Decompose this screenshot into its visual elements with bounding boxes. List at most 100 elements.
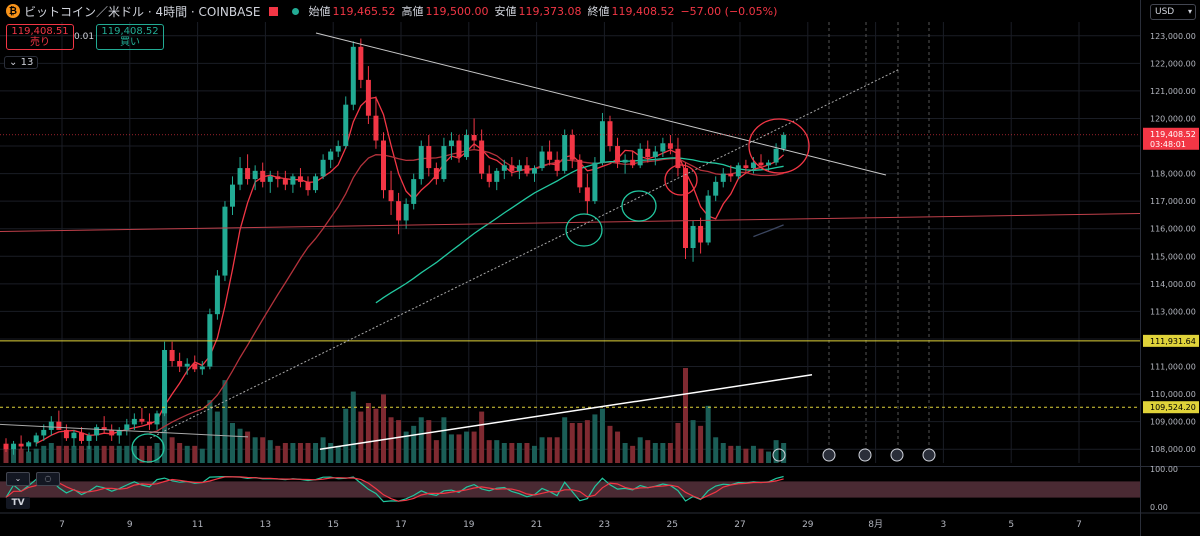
- volume-bar: [101, 445, 107, 463]
- volume-bar: [358, 411, 364, 463]
- current-price-label: 119,408.52: [1150, 130, 1196, 139]
- highlight-circle: [664, 164, 698, 196]
- candle-body: [554, 159, 560, 171]
- volume-bar: [615, 431, 621, 463]
- candle-body: [433, 168, 439, 180]
- time-tick-label: 21: [531, 520, 542, 530]
- chevron-down-icon: ▾: [1187, 7, 1192, 16]
- tradingview-logo-icon: TV: [6, 497, 30, 509]
- volume-bar: [584, 420, 590, 463]
- candle-body: [162, 349, 168, 414]
- close-value: 119,408.52: [611, 4, 675, 18]
- level-low-label: 109,524.20: [1150, 403, 1196, 412]
- highlight-circle: [621, 190, 657, 222]
- price-axis[interactable]: 123,000.00 122,000.00 121,000.00 120,000.00…: [1140, 0, 1200, 536]
- price-tick-label: 120,000.00: [1150, 114, 1196, 123]
- volume-bar: [577, 423, 583, 463]
- volume-bar: [388, 417, 394, 463]
- volume-bar: [667, 443, 673, 463]
- volume-bar: [343, 408, 349, 463]
- candle-body: [320, 159, 326, 177]
- volume-bar: [396, 420, 402, 463]
- economic-event-icon[interactable]: [922, 448, 936, 462]
- volume-bar: [728, 445, 734, 463]
- candle-body: [290, 176, 296, 185]
- time-tick-label: 8月: [868, 519, 883, 530]
- time-tick-label: 17: [395, 520, 406, 530]
- volume-bar: [139, 445, 145, 463]
- candle-body: [426, 146, 432, 169]
- buy-button[interactable]: 119,408.52 買い: [96, 24, 164, 50]
- candle-body: [184, 363, 190, 367]
- candle-body: [26, 442, 32, 447]
- indicators-toggle[interactable]: ⌄ 13: [4, 56, 39, 69]
- change-value: −57.00 (−0.05%): [680, 4, 778, 18]
- candle-body: [577, 159, 583, 188]
- collapse-pane-icon[interactable]: ⌄: [6, 472, 30, 486]
- candle-body: [71, 432, 77, 439]
- candle-body: [464, 135, 470, 158]
- candle-body: [720, 173, 726, 182]
- candle-body: [388, 190, 394, 202]
- high-label: 高値: [401, 5, 424, 18]
- sell-button[interactable]: 119,408.51 売り: [6, 24, 74, 50]
- candle-body: [547, 151, 553, 160]
- volume-bar: [735, 445, 741, 463]
- candle-body: [599, 121, 605, 163]
- price-tick-label: 114,000.00: [1150, 280, 1196, 289]
- candle-body: [584, 187, 590, 202]
- volume-bar: [448, 434, 454, 463]
- economic-event-icon[interactable]: [890, 448, 904, 462]
- volume-bar: [230, 423, 235, 463]
- volume-bar: [675, 423, 681, 463]
- sell-label: 売り: [30, 37, 50, 48]
- volume-bar: [94, 445, 100, 463]
- settings-icon[interactable]: ◌: [36, 472, 60, 486]
- candle-body: [230, 184, 235, 207]
- candle-body: [396, 201, 402, 221]
- candle-body: [101, 427, 107, 430]
- candle-body: [305, 181, 311, 191]
- osc-top-label: 100.00: [1150, 465, 1178, 474]
- market-status-icon: [291, 7, 299, 15]
- grid: [0, 22, 1140, 463]
- economic-event-icon[interactable]: [822, 448, 836, 462]
- highlight-circle: [131, 433, 165, 463]
- volume-bar: [698, 425, 704, 463]
- time-tick-label: 13: [260, 520, 271, 530]
- candle-body: [86, 435, 92, 441]
- candle-body: [448, 140, 454, 147]
- currency-select[interactable]: USD ▾: [1150, 4, 1196, 20]
- candle-body: [494, 170, 500, 182]
- volume-bar: [532, 445, 537, 463]
- volume-bar: [645, 440, 651, 463]
- volume-bar: [403, 431, 409, 463]
- flag-icon[interactable]: [268, 6, 278, 16]
- volume-bar: [652, 443, 658, 463]
- volume-bar: [411, 425, 417, 463]
- candle-body: [33, 435, 39, 443]
- economic-event-icon[interactable]: [858, 448, 872, 462]
- volume-bar: [267, 440, 273, 463]
- time-tick-label: 11: [192, 520, 203, 530]
- level-high-label-bg: [1143, 334, 1199, 347]
- symbol-title[interactable]: ビットコイン／米ドル · 4時間 · COINBASE: [24, 4, 261, 19]
- time-tick-label: 3: [941, 520, 947, 530]
- volume-bar: [456, 434, 462, 463]
- candle-body: [441, 146, 447, 180]
- volume-bar: [214, 411, 220, 463]
- time-axis[interactable]: 7 9 11 13 15 17 19 21 23 25 27 29 8月 3 5 7: [59, 519, 1082, 530]
- candle-body: [11, 443, 17, 450]
- volume-bar: [720, 443, 726, 463]
- volume-bar: [637, 437, 643, 463]
- candle-body: [562, 135, 568, 171]
- resistance-trendline: [315, 32, 887, 176]
- candle-body: [743, 165, 749, 169]
- price-tick-label: 123,000.00: [1150, 32, 1196, 41]
- volume-bar: [313, 443, 319, 463]
- lightning-icon: [772, 448, 786, 462]
- volume-bar: [758, 448, 764, 463]
- candle-body: [728, 173, 734, 177]
- buy-label: 買い: [120, 37, 140, 48]
